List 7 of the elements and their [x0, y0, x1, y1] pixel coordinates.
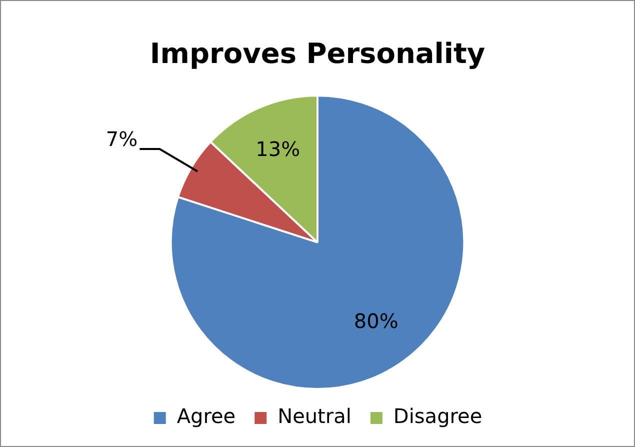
data-label: 13%	[256, 136, 300, 161]
legend-label: Agree	[176, 404, 236, 428]
data-label: 7%	[106, 127, 138, 152]
legend-label: Disagree	[393, 404, 482, 428]
data-label: 80%	[354, 309, 398, 334]
legend-label: Neutral	[278, 404, 352, 428]
chart-title: Improves Personality	[150, 37, 486, 70]
